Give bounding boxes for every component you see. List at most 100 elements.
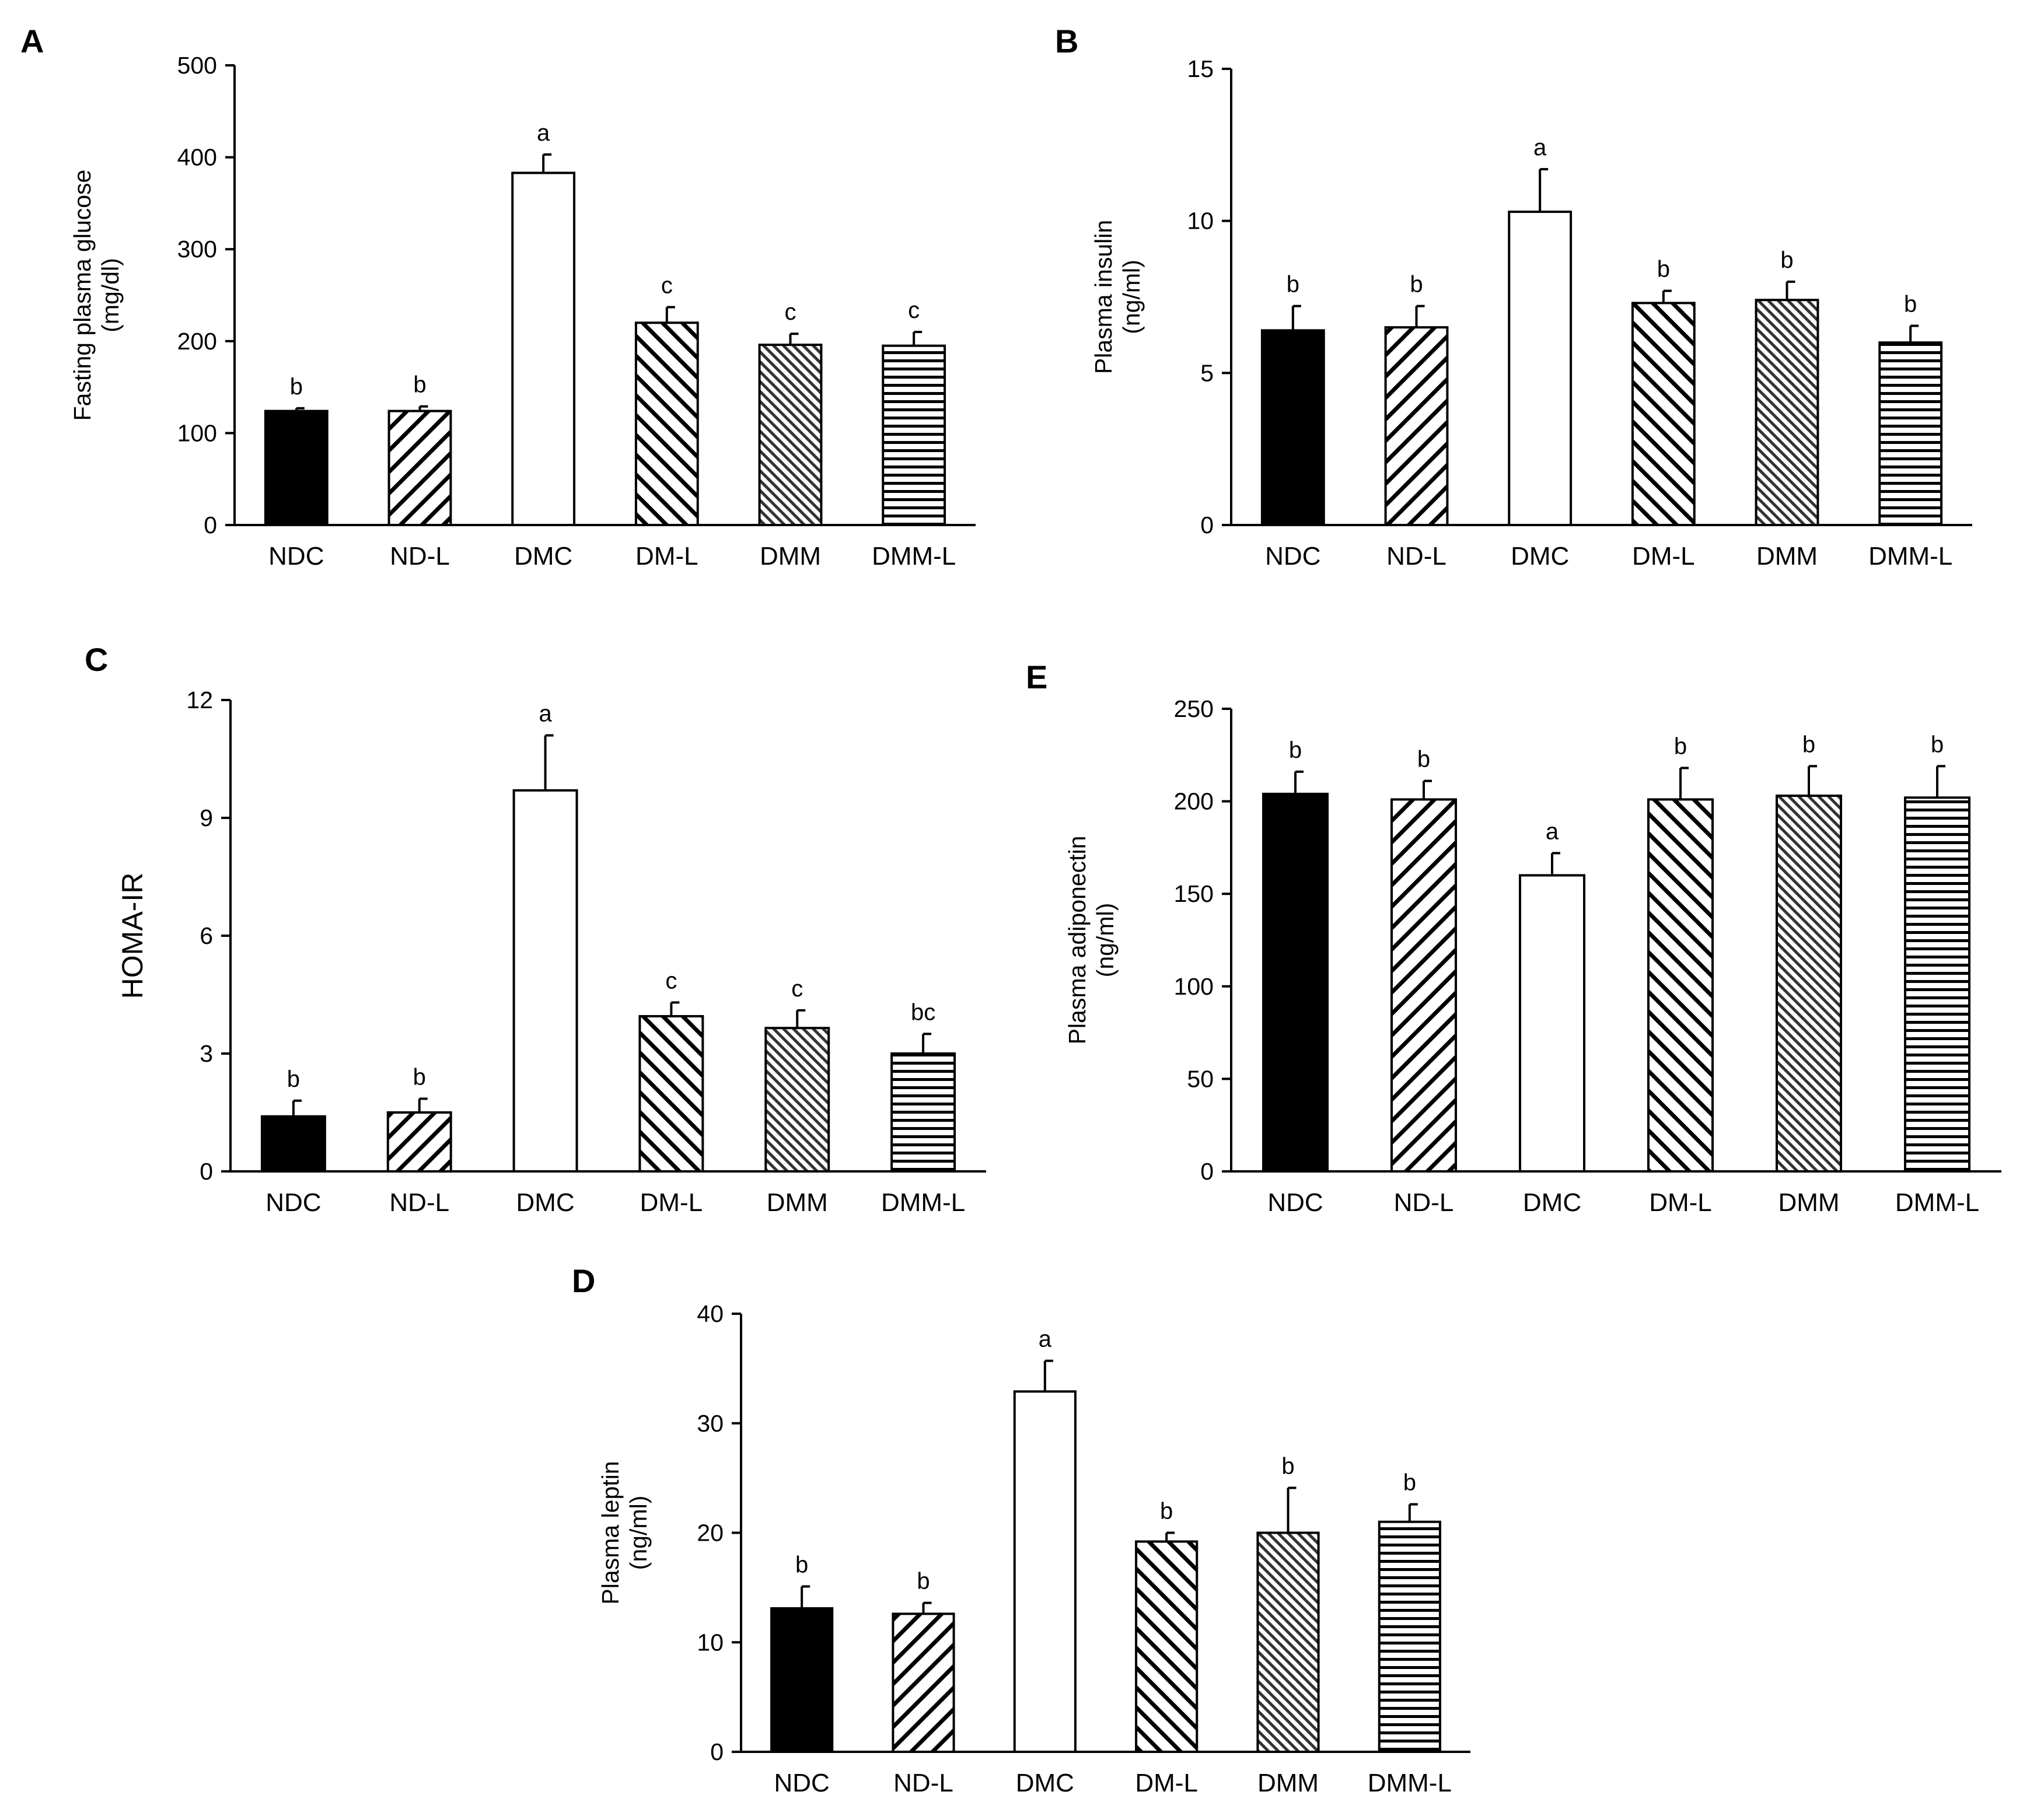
y-tick-label: 300 — [177, 236, 217, 263]
panel-letter: D — [572, 1262, 595, 1299]
significance-label: c — [785, 299, 796, 325]
panel-A: A 0 100 200 300 400 500 Fasting plasma glucose(… — [20, 23, 976, 571]
category-label: NDC — [1267, 1188, 1323, 1217]
significance-label: b — [1780, 247, 1793, 273]
significance-label: b — [1904, 292, 1917, 317]
bar-nd-l — [892, 1612, 955, 1754]
y-axis-label: Plasma adiponectin — [1064, 836, 1091, 1045]
significance-label: b — [1281, 1454, 1294, 1479]
bar-dmm — [758, 344, 823, 526]
y-tick-label: 150 — [1174, 880, 1214, 907]
significance-label: b — [1403, 1470, 1416, 1496]
category-label: ND-L — [389, 1188, 449, 1217]
significance-label: b — [287, 1066, 300, 1092]
category-label: NDC — [265, 1188, 321, 1217]
category-label: DMC — [1511, 542, 1569, 571]
bar-dmm — [1776, 795, 1842, 1173]
category-label: ND-L — [893, 1769, 953, 1797]
y-tick-label: 200 — [177, 328, 217, 355]
bar-dm-l — [1631, 302, 1696, 527]
category-label: DMC — [514, 542, 572, 571]
y-axis-label: (ng/ml) — [1118, 260, 1145, 334]
category-label: DMM — [1257, 1769, 1319, 1797]
significance-label: c — [661, 272, 673, 298]
panel-C: C 0 3 6 9 12 HOMA-IR b NDC b ND-L a DMC c DM-L c DMM bc DM… — [85, 641, 986, 1217]
category-label: DMM — [767, 1188, 828, 1217]
bar-dmm — [764, 1027, 830, 1173]
significance-label: a — [1533, 135, 1547, 160]
panel-letter: C — [85, 641, 108, 678]
significance-label: b — [1802, 732, 1815, 757]
y-axis-label: Plasma insulin — [1090, 220, 1117, 374]
category-label: DM-L — [1135, 1769, 1198, 1797]
category-label: ND-L — [390, 542, 450, 571]
category-label: NDC — [774, 1769, 830, 1797]
category-label: DMM — [1756, 542, 1818, 571]
panel-D: D 0 10 20 30 40 Plasma leptin (ng/ml) b NDC b ND-L a… — [572, 1262, 1470, 1797]
y-tick-label: 0 — [1200, 1158, 1214, 1185]
significance-label: bc — [911, 999, 935, 1025]
y-tick-label: 0 — [710, 1738, 724, 1765]
y-tick-label: 50 — [1187, 1065, 1214, 1092]
significance-label: b — [1287, 272, 1299, 298]
category-label: DM-L — [1632, 542, 1695, 571]
bar-dmm-l — [1378, 1520, 1441, 1754]
y-axis-label: Plasma leptin — [597, 1461, 624, 1604]
bar-ndc — [264, 410, 329, 526]
significance-label: b — [1674, 734, 1687, 760]
y-tick-label: 40 — [697, 1300, 724, 1327]
bar-dmc — [1013, 1390, 1077, 1753]
bar-nd-l — [1390, 798, 1457, 1173]
category-label: DMM-L — [1868, 542, 1952, 571]
category-label: DMM-L — [881, 1188, 965, 1217]
y-axis-label: Fasting plasma glucose — [69, 170, 96, 421]
bar-dmm — [1755, 299, 1819, 526]
bar-nd-l — [1384, 326, 1449, 527]
y-tick-label: 5 — [1200, 359, 1214, 386]
bar-dmc — [512, 789, 578, 1173]
y-tick-label: 100 — [177, 419, 217, 446]
y-axis-label: (ng/ml) — [1092, 903, 1119, 978]
panel-letter: E — [1026, 659, 1047, 695]
significance-label: b — [290, 374, 303, 400]
bar-ndc — [770, 1607, 834, 1754]
y-tick-label: 200 — [1174, 788, 1214, 815]
category-label: DMM-L — [1895, 1188, 1979, 1217]
y-tick-label: 15 — [1187, 55, 1214, 82]
y-tick-label: 0 — [1200, 512, 1214, 538]
bar-dm-l — [1647, 798, 1714, 1173]
bar-dmm-l — [1904, 796, 1970, 1173]
significance-label: b — [1657, 257, 1670, 282]
y-tick-label: 6 — [200, 922, 213, 949]
category-label: DMC — [516, 1188, 574, 1217]
significance-label: b — [1417, 747, 1430, 772]
bar-dmm-l — [1878, 341, 1943, 526]
bar-dm-l — [638, 1015, 704, 1173]
significance-label: b — [1410, 272, 1423, 298]
category-label: DMM-L — [1368, 1769, 1452, 1797]
y-axis-label: (ng/ml) — [625, 1496, 652, 1570]
significance-label: b — [413, 1064, 426, 1090]
bar-ndc — [1262, 792, 1329, 1173]
bar-dm-l — [1135, 1540, 1199, 1754]
y-tick-label: 12 — [186, 687, 213, 713]
y-tick-label: 500 — [177, 52, 217, 79]
category-label: DM-L — [1649, 1188, 1712, 1217]
y-tick-label: 3 — [200, 1040, 213, 1067]
category-label: ND-L — [1386, 542, 1446, 571]
category-label: NDC — [268, 542, 324, 571]
category-label: DMM-L — [872, 542, 956, 571]
y-tick-label: 10 — [1187, 208, 1214, 235]
significance-label: b — [413, 372, 426, 398]
y-tick-label: 250 — [1174, 695, 1214, 722]
y-tick-label: 0 — [200, 1158, 213, 1185]
panel-E: E 0 50 100 150 200 250 Plasma adiponectin (ng/ml… — [1026, 659, 2001, 1217]
bar-nd-l — [386, 1111, 452, 1173]
significance-label: a — [539, 701, 552, 727]
panel-B: B 0 5 10 15 Plasma insulin (ng/ml) b NDC b ND-L a DM… — [1055, 23, 1972, 571]
y-tick-label: 0 — [204, 512, 217, 538]
y-tick-label: 20 — [697, 1520, 724, 1546]
significance-label: b — [795, 1552, 808, 1577]
category-label: DM-L — [640, 1188, 703, 1217]
